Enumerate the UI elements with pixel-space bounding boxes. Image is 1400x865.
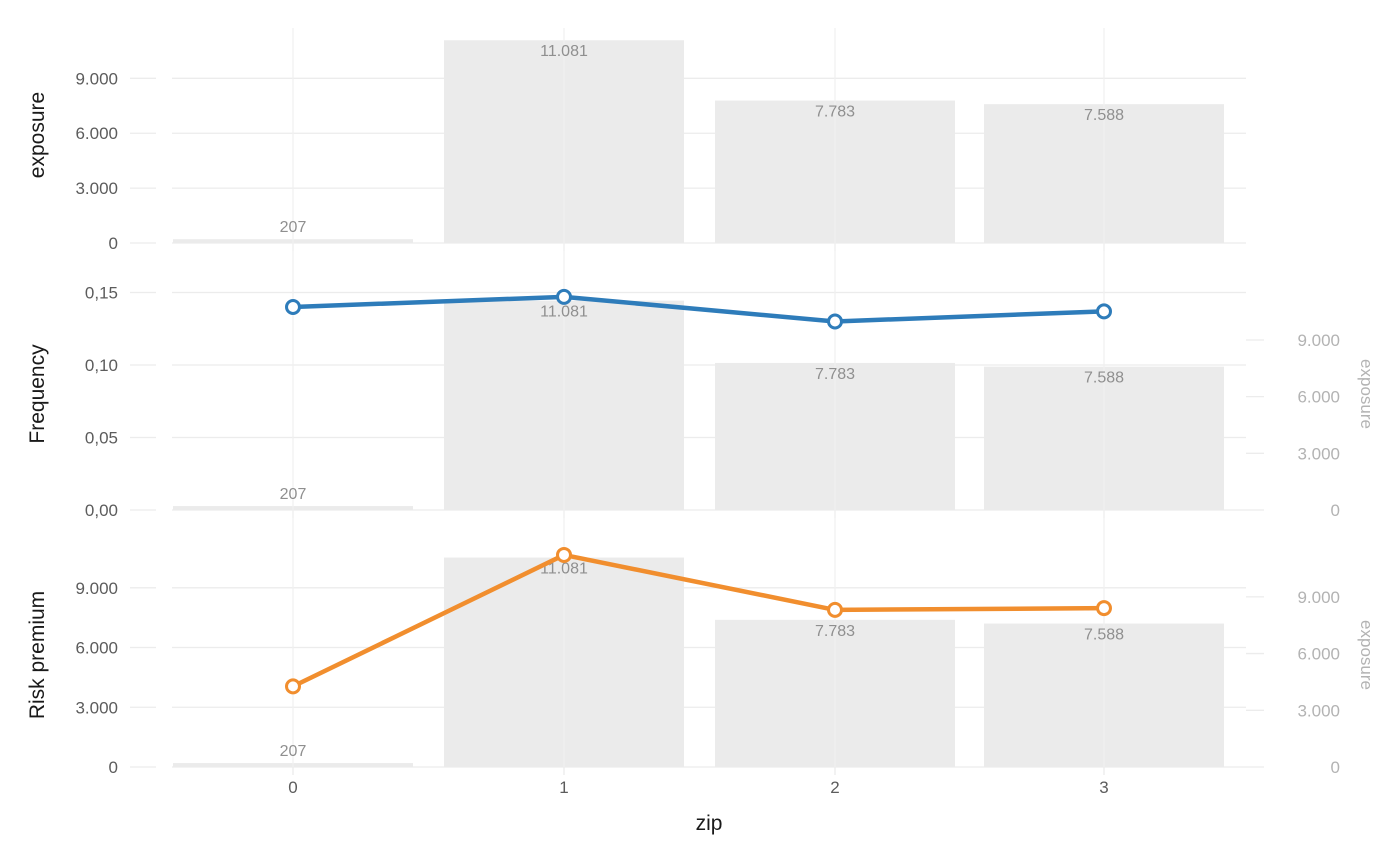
risk-premium-point[interactable] [556,546,572,563]
right-y-tick-label: 3.000 [1297,701,1340,720]
right-y-axis-title-exposure: exposure [1357,359,1376,429]
right-y-tick-label: 0 [1331,501,1340,520]
y-tick-label: 6.000 [75,124,118,143]
bar-value-label: 207 [280,486,307,503]
bar-value-label: 7.783 [815,366,855,383]
risk-premium-point[interactable] [1096,600,1112,617]
right-y-tick-label: 6.000 [1297,645,1340,664]
bar-value-label: 7.588 [1084,627,1124,644]
risk-premium-line[interactable] [290,552,1107,689]
y-tick-label: 3.000 [75,698,118,717]
risk-premium-point[interactable] [285,678,301,695]
x-tick-label: 2 [830,778,839,797]
bar-value-label: 7.588 [1084,370,1124,387]
right-y-tick-label: 6.000 [1297,388,1340,407]
right-y-tick-label: 3.000 [1297,444,1340,463]
y-tick-label: 0 [109,758,118,777]
y-tick-label: 9.000 [75,69,118,88]
bar-value-label: 207 [280,743,307,760]
frequency-line[interactable] [290,294,1107,324]
frequency-point[interactable] [556,288,572,305]
bar-value-label: 7.783 [815,623,855,640]
frequency-point[interactable] [827,313,843,330]
y-tick-label: 0,00 [85,501,118,520]
right-y-tick-label: 9.000 [1297,331,1340,350]
frequency-point[interactable] [285,299,301,315]
frequency-point[interactable] [1096,303,1112,320]
y-axis-title-risk-premium: Risk premium [26,590,49,720]
y-tick-label: 0,15 [85,284,118,303]
y-tick-label: 9.000 [75,579,118,598]
y-tick-label: 6.000 [75,639,118,658]
x-axis-title: zip [695,812,723,835]
bar-value-label: 7.783 [815,104,855,121]
bar-value-label: 11.081 [540,304,588,321]
y-axis-title-exposure: exposure [26,91,49,179]
bar-value-label: 11.081 [540,561,588,578]
risk-premium-point[interactable] [827,601,843,618]
bar-value-label: 207 [280,219,307,236]
x-tick-label: 3 [1099,778,1108,797]
y-tick-label: 0,05 [85,429,118,448]
bar-value-label: 7.588 [1084,107,1124,124]
x-tick-label: 1 [559,778,568,797]
bar-value-label: 11.081 [540,43,588,60]
y-tick-label: 3.000 [75,179,118,198]
right-y-tick-label: 9.000 [1297,588,1340,607]
y-tick-label: 0,10 [85,356,118,375]
y-tick-label: 0 [109,234,118,253]
y-axis-title-frequency: Frequency [26,344,49,444]
right-y-tick-label: 0 [1331,758,1340,777]
right-y-axis-title-exposure: exposure [1357,620,1376,690]
x-tick-label: 0 [288,778,297,797]
